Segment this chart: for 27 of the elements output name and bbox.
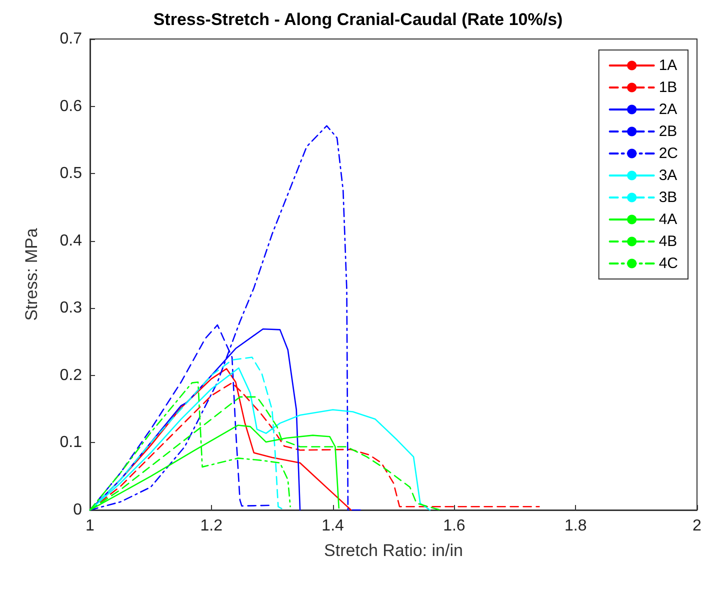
y-tick-label: 0.5 xyxy=(60,165,82,182)
x-tick-label: 1.2 xyxy=(200,518,223,534)
legend-label: 1B xyxy=(658,79,678,96)
x-tick-label: 1.8 xyxy=(564,518,587,534)
x-tick-label: 1 xyxy=(86,518,95,534)
legend-label: 2A xyxy=(658,101,678,118)
x-axis-title: Stretch Ratio: in/in xyxy=(324,541,463,560)
y-tick-label: 0.1 xyxy=(60,434,82,452)
legend-label: 4A xyxy=(658,211,678,228)
legend-label: 3A xyxy=(658,167,678,184)
legend-label: 4B xyxy=(658,233,678,250)
legend-label: 3B xyxy=(658,189,678,206)
y-tick-label: 0 xyxy=(73,502,82,518)
x-tick-label: 1.6 xyxy=(443,518,466,534)
legend-label: 4C xyxy=(658,255,678,272)
y-tick-label: 0.7 xyxy=(60,30,82,48)
y-tick-label: 0.4 xyxy=(60,232,82,250)
legend-label: 1A xyxy=(658,57,678,74)
y-tick-label: 0.3 xyxy=(60,300,82,317)
y-tick-label: 0.6 xyxy=(60,98,82,115)
legend-label: 2C xyxy=(658,145,678,162)
chart-title: Stress-Stretch - Along Cranial-Caudal (Rate 10%/s) xyxy=(153,10,563,29)
y-axis-title: Stress: MPa xyxy=(22,228,41,321)
y-tick-label: 0.2 xyxy=(60,366,82,384)
legend-label: 2B xyxy=(658,123,678,140)
x-tick-label: 2 xyxy=(692,518,702,534)
x-tick-label: 1.4 xyxy=(322,518,344,534)
